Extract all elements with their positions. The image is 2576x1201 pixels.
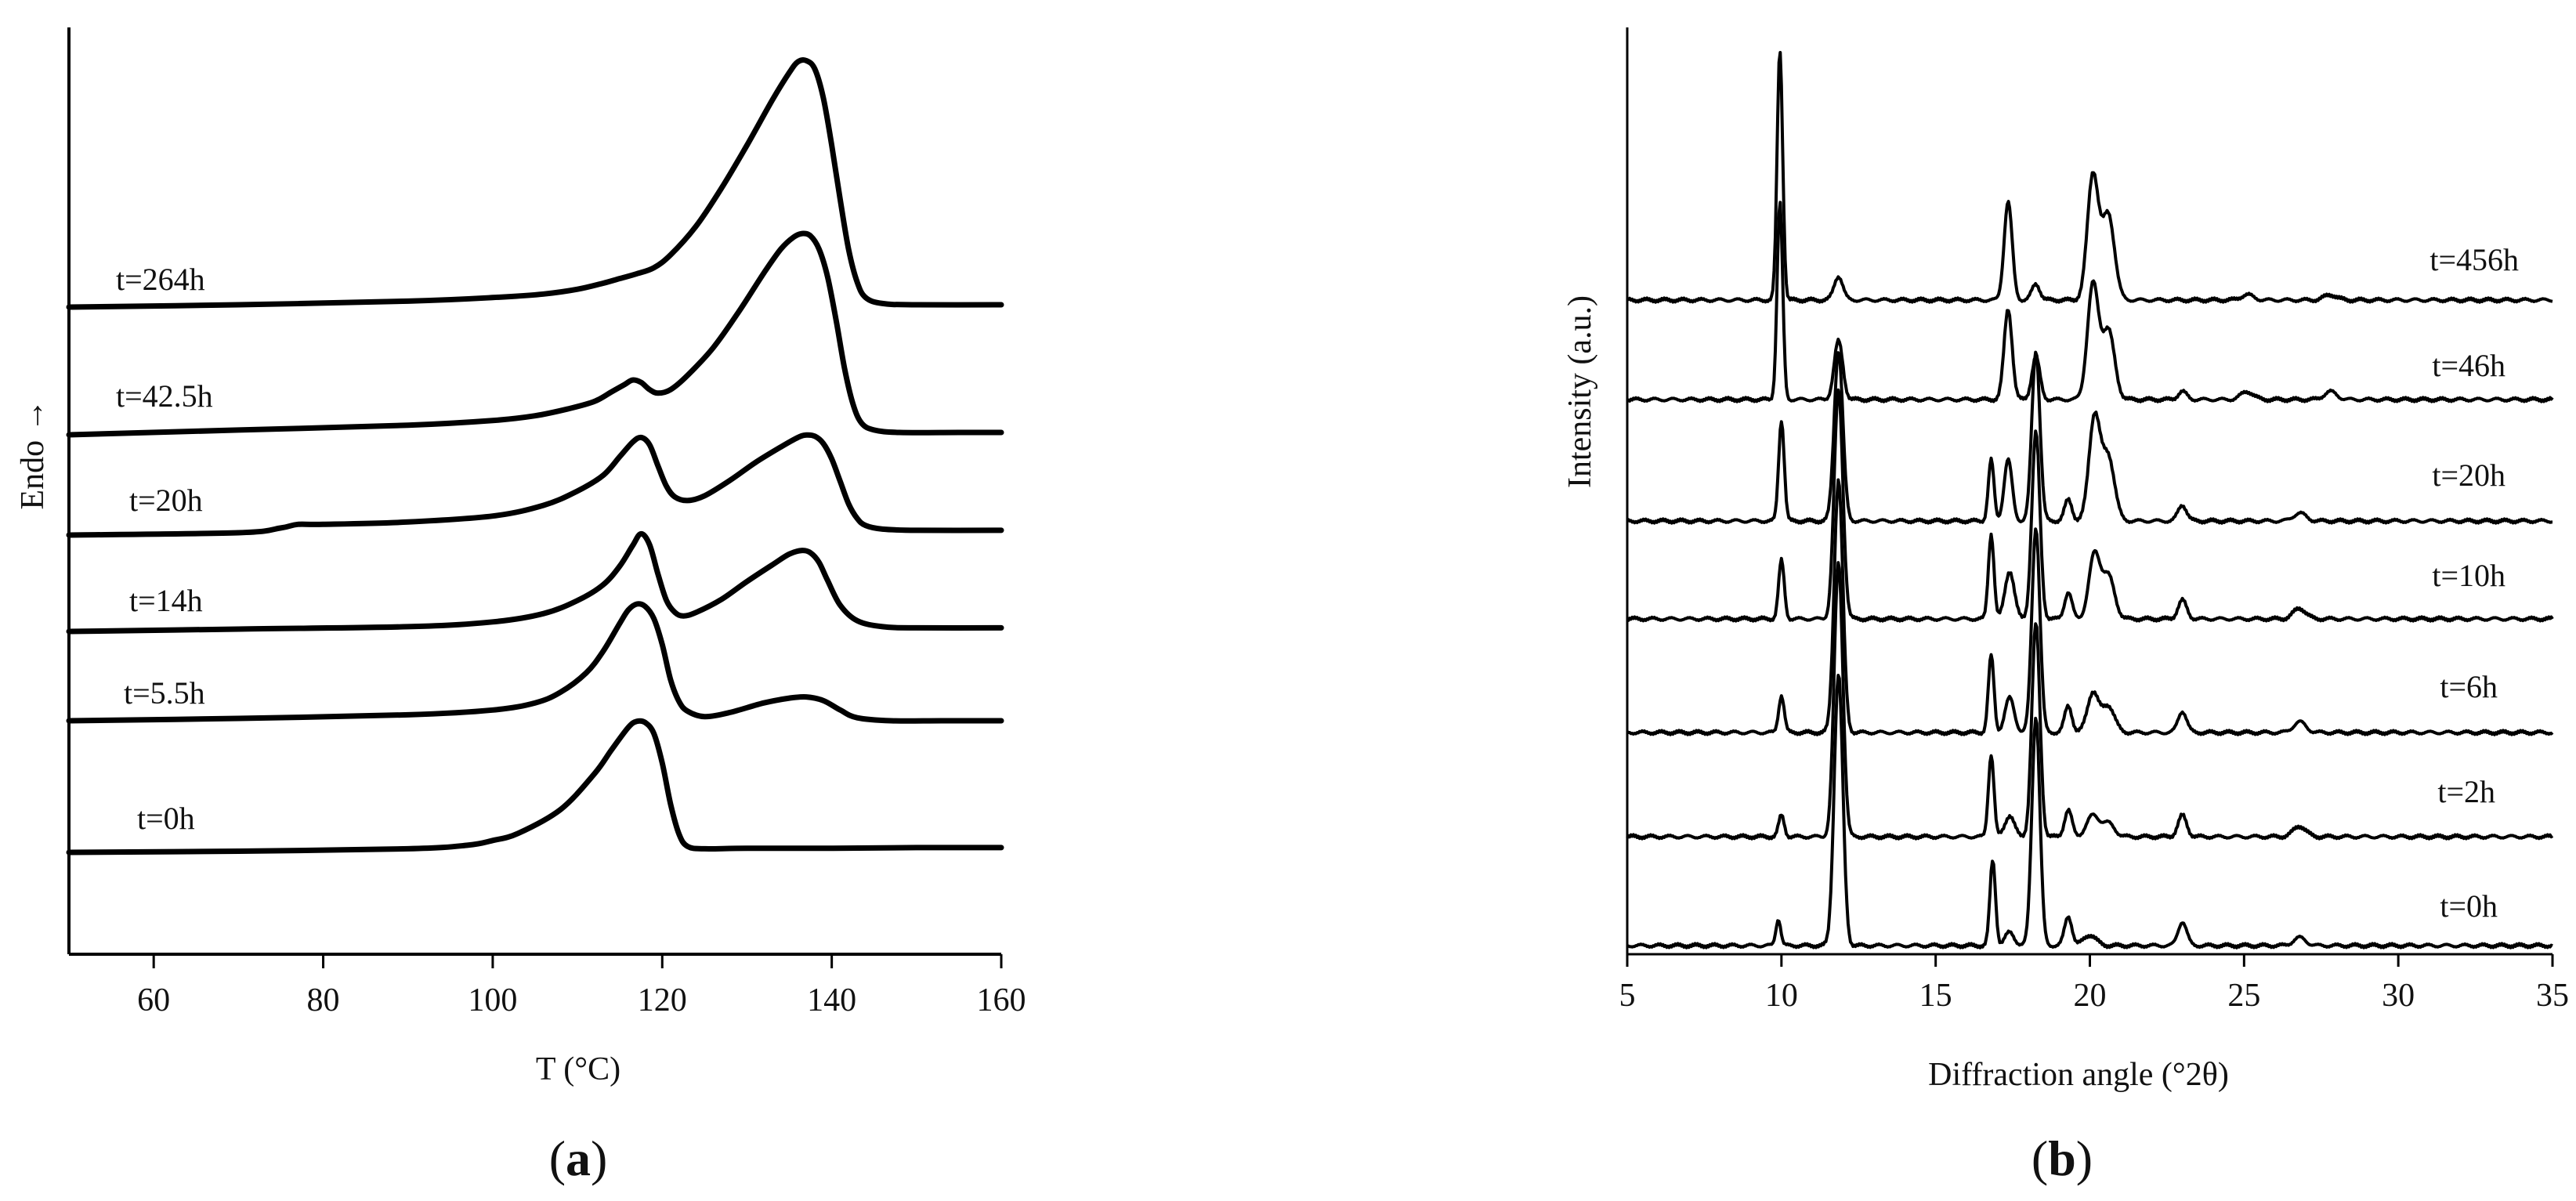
xrd-label-t-20h: t=20h xyxy=(2432,458,2505,493)
panel-b-tick-label: 35 xyxy=(2536,978,2569,1014)
panel-a-x-axis-title: T (°C) xyxy=(536,1051,620,1087)
dsc-label-t-14h: t=14h xyxy=(129,583,203,618)
panel-b-label: (b) xyxy=(2031,1130,2093,1186)
panel-a-label: (a) xyxy=(549,1130,608,1186)
panel-b-tick-label: 30 xyxy=(2382,978,2415,1014)
xrd-label-t-2h: t=2h xyxy=(2437,774,2495,809)
dsc-curve-t-5-5h xyxy=(66,601,1004,724)
panel-b-tick-label: 15 xyxy=(1919,978,1952,1014)
xrd-label-t-10h: t=10h xyxy=(2432,558,2505,593)
panel-b-curves xyxy=(1626,51,2554,950)
dsc-curve-t-14h xyxy=(66,530,1004,635)
xrd-label-t-6h: t=6h xyxy=(2440,669,2498,704)
panel-a-curves xyxy=(66,56,1004,856)
xrd-curve-t-20h xyxy=(1626,350,2553,525)
xrd-curve-t-10h xyxy=(1626,388,2554,623)
panel-a-tick-label: 120 xyxy=(638,982,687,1018)
panel-a-tick-label: 140 xyxy=(807,982,856,1018)
panel-b-tick-label: 5 xyxy=(1619,978,1636,1014)
dsc-curve-t-264h xyxy=(66,56,1004,310)
panel-a-tick-label: 60 xyxy=(137,982,170,1018)
panel-b-letter: b xyxy=(2048,1130,2076,1186)
panel-b-x-axis-title: Diffraction angle (°2θ) xyxy=(1928,1057,2229,1093)
panel-a-series-labels: t=0h t=5.5h t=14h t=20h t=42.5h t=264h xyxy=(116,262,213,836)
dsc-label-t-20h: t=20h xyxy=(129,483,203,518)
xrd-label-t-456h: t=456h xyxy=(2429,242,2519,277)
panel-a-tick-label: 100 xyxy=(468,982,517,1018)
panel-a-y-axis-title: Endo → xyxy=(15,399,51,509)
xrd-curve-t-0h xyxy=(1626,674,2553,950)
dsc-label-t-264h: t=264h xyxy=(116,262,205,297)
dsc-label-t-5-5h: t=5.5h xyxy=(124,675,205,711)
panel-a-tick-label: 80 xyxy=(307,982,340,1018)
panel-b-tick-label: 20 xyxy=(2074,978,2107,1014)
dsc-curve-t-42-5h xyxy=(66,230,1004,438)
panel-b-tick-label: 25 xyxy=(2227,978,2260,1014)
dsc-curve-t-20h xyxy=(66,432,1004,538)
panel-b-x-ticks: 5 10 15 20 25 30 35 xyxy=(1619,954,2569,1014)
xrd-curve-t-46h xyxy=(1626,201,2554,403)
xrd-curve-t-2h xyxy=(1626,561,2554,841)
panel-a-tick-label: 160 xyxy=(977,982,1026,1018)
xrd-label-t-46h: t=46h xyxy=(2432,348,2505,383)
dsc-curve-t-0h xyxy=(66,718,1004,856)
panel-b-series-labels: t=0h t=2h t=6h t=10h t=20h t=46h t=456h xyxy=(2429,242,2519,924)
panel-b-y-axis-title: Intensity (a.u.) xyxy=(1562,295,1598,488)
xrd-curve-t-6h xyxy=(1626,478,2554,736)
panel-a-letter: a xyxy=(566,1130,591,1186)
panel-b-tick-label: 10 xyxy=(1765,978,1798,1014)
panel-b-xrd-chart: 5 10 15 20 25 30 35 t=0h t=2h t=6h t=10h t=20h t=46… xyxy=(1562,27,2569,1186)
dsc-label-t-42-5h: t=42.5h xyxy=(116,378,213,414)
panel-a-dsc-chart: 60 80 100 120 140 160 t=0h t=5.5h t=14h t=20h t=4… xyxy=(15,27,1026,1186)
dsc-label-t-0h: t=0h xyxy=(137,801,195,836)
xrd-label-t-0h: t=0h xyxy=(2440,888,2498,924)
panel-a-axes xyxy=(67,27,1001,956)
panel-a-x-ticks: 60 80 100 120 140 160 xyxy=(137,954,1026,1018)
xrd-curve-t-456h xyxy=(1626,51,2553,304)
